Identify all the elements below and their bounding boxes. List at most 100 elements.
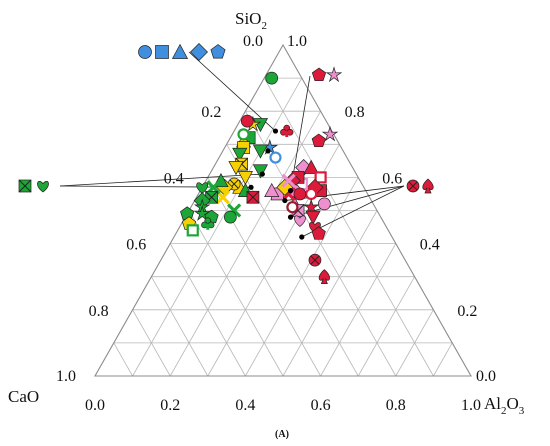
marker-star bbox=[325, 66, 343, 83]
marker-pentagon bbox=[210, 44, 226, 59]
marker-shape bbox=[264, 182, 280, 197]
left-tick-label: 0.8 bbox=[89, 303, 109, 320]
marker-x-square bbox=[18, 179, 32, 193]
marker-shape bbox=[155, 45, 169, 59]
marker-shape bbox=[190, 43, 208, 61]
corner-tick-top-right: 1.0 bbox=[287, 33, 307, 50]
marker-x-circle bbox=[308, 253, 322, 267]
marker-shape bbox=[318, 269, 330, 285]
marker-shape bbox=[269, 151, 282, 164]
right-tick-label: 0.6 bbox=[382, 170, 402, 187]
marker-shape bbox=[215, 190, 230, 205]
axis-label-left: CaO bbox=[8, 387, 39, 406]
corner-tick-left: 1.0 bbox=[56, 368, 76, 385]
average-point bbox=[272, 128, 279, 134]
grid-line bbox=[433, 342, 453, 377]
leader-line bbox=[284, 185, 405, 201]
marker-circle bbox=[293, 187, 307, 201]
marker-spade bbox=[422, 178, 434, 194]
left-tick-label: 0.2 bbox=[201, 104, 221, 121]
marker-shape bbox=[422, 178, 434, 194]
average-point bbox=[248, 184, 254, 190]
marker-square bbox=[155, 45, 169, 59]
marker-shape bbox=[138, 45, 152, 59]
marker-x-cross bbox=[281, 173, 296, 188]
marker-shape bbox=[303, 159, 319, 174]
marker-shape bbox=[252, 118, 269, 133]
marker-hollow-square bbox=[314, 171, 327, 184]
marker-shape bbox=[302, 198, 320, 215]
marker-circle bbox=[265, 71, 279, 85]
marker-hollow-circle bbox=[237, 128, 250, 141]
marker-shape bbox=[321, 125, 339, 142]
grid-line bbox=[226, 144, 359, 377]
marker-shape bbox=[252, 144, 269, 159]
leader-line bbox=[59, 173, 263, 187]
bottom-axis-ticks: 0.0 0.2 0.4 0.6 0.8 1.0 bbox=[85, 397, 481, 414]
average-point bbox=[287, 214, 294, 220]
average-point bbox=[299, 234, 305, 240]
marker-shape bbox=[408, 181, 418, 191]
average-point bbox=[265, 148, 271, 154]
marker-shape bbox=[237, 171, 253, 186]
bottom-tick-label: 1.0 bbox=[461, 397, 481, 414]
marker-shape bbox=[37, 181, 49, 193]
marker-shape bbox=[285, 131, 289, 138]
bottom-tick-label: 0.4 bbox=[235, 397, 255, 414]
leader-line bbox=[188, 51, 276, 132]
marker-shape bbox=[311, 67, 327, 82]
marker-triangle-down bbox=[252, 164, 269, 179]
average-point bbox=[282, 197, 288, 204]
marker-triangle-down bbox=[305, 210, 321, 225]
marker-club bbox=[201, 217, 215, 230]
marker-shape bbox=[291, 204, 305, 217]
average-point bbox=[287, 188, 294, 194]
axis-label-right: Al2O3 bbox=[484, 394, 525, 417]
grid-line bbox=[282, 210, 378, 377]
grid-line bbox=[132, 77, 303, 377]
marker-pentagon bbox=[311, 133, 326, 148]
marker-shape bbox=[305, 187, 318, 201]
marker-shape bbox=[237, 128, 250, 141]
marker-star bbox=[321, 125, 339, 142]
marker-shape bbox=[180, 206, 195, 220]
bottom-tick-label: 0.2 bbox=[160, 397, 180, 414]
marker-star bbox=[302, 198, 320, 215]
grid-line bbox=[113, 342, 133, 377]
marker-shape bbox=[240, 114, 254, 128]
marker-shape bbox=[252, 164, 269, 179]
average-points bbox=[248, 128, 305, 240]
grid-line bbox=[132, 309, 171, 377]
axis-label-top: SiO2 bbox=[235, 9, 267, 32]
marker-shape bbox=[281, 173, 296, 188]
left-tick-label: 0.4 bbox=[164, 170, 184, 187]
marker-shape bbox=[228, 161, 244, 176]
marker-shape bbox=[311, 226, 326, 240]
marker-triangle-down bbox=[252, 144, 269, 159]
marker-shape bbox=[210, 44, 226, 59]
marker-hollow-circle bbox=[269, 151, 282, 164]
marker-heart bbox=[294, 215, 306, 227]
right-tick-label: 0.4 bbox=[420, 237, 440, 254]
marker-shape bbox=[318, 197, 331, 211]
marker-shape bbox=[311, 133, 326, 148]
marker-heart bbox=[196, 182, 208, 194]
marker-x-square bbox=[246, 190, 260, 204]
marker-club bbox=[280, 124, 294, 138]
marker-triangle bbox=[303, 159, 319, 174]
left-axis-ticks: 0.2 0.4 0.6 0.8 bbox=[89, 104, 222, 320]
grid-line bbox=[151, 276, 209, 377]
marker-diamond bbox=[190, 43, 208, 61]
marker-shape bbox=[310, 255, 320, 265]
corner-tick-top-left: 0.0 bbox=[243, 33, 263, 50]
marker-hollow-circle bbox=[286, 201, 299, 214]
marker-shape bbox=[305, 210, 321, 225]
marker-heart bbox=[37, 181, 49, 193]
ternary-grid bbox=[113, 77, 453, 377]
grid-line bbox=[169, 243, 246, 377]
data-markers bbox=[18, 66, 434, 285]
marker-shape bbox=[206, 223, 210, 230]
marker-hollow-square bbox=[186, 224, 199, 237]
marker-hollow-circle bbox=[305, 187, 318, 201]
